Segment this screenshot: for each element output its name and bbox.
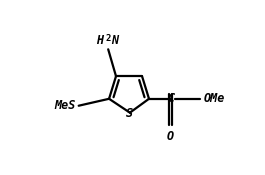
Text: O: O: [167, 131, 174, 144]
Text: S: S: [126, 107, 134, 120]
Text: 2: 2: [105, 34, 111, 43]
Text: OMe: OMe: [204, 92, 225, 105]
Text: N: N: [111, 34, 118, 47]
Text: MeS: MeS: [54, 99, 75, 112]
Text: H: H: [96, 34, 103, 47]
Text: C: C: [167, 92, 174, 105]
